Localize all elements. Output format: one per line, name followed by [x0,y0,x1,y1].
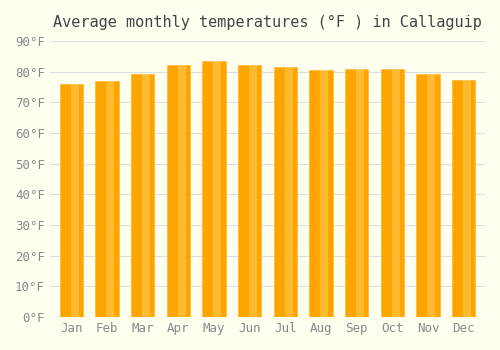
Bar [392,69,400,317]
Bar [416,74,440,317]
Bar [70,84,79,317]
Bar [320,70,328,317]
Bar [380,69,404,317]
Bar [60,84,83,317]
Bar [202,61,226,317]
Bar [310,70,332,317]
Bar [166,65,190,317]
Title: Average monthly temperatures (°F ) in Callaguip: Average monthly temperatures (°F ) in Ca… [53,15,482,30]
Bar [214,61,222,317]
Bar [452,80,475,317]
Bar [96,81,118,317]
Bar [274,67,297,317]
Bar [178,65,186,317]
Bar [356,69,364,317]
Bar [131,74,154,317]
Bar [238,65,261,317]
Bar [345,69,368,317]
Bar [142,74,150,317]
Bar [284,67,293,317]
Bar [249,65,257,317]
Bar [463,80,471,317]
Bar [106,81,114,317]
Bar [428,74,436,317]
